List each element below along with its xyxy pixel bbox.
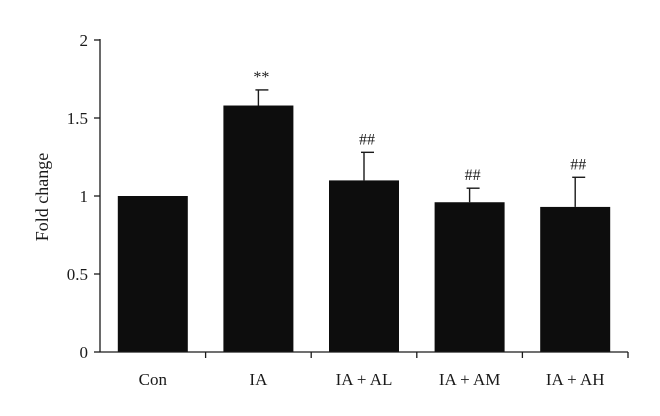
bar [117,196,188,352]
x-tick-labels: Con IA IA + AL IA + AM IA + AH [139,352,629,389]
y-tick-label: 0 [80,343,89,362]
bar [223,105,294,353]
x-tick-label: IA + AL [336,370,393,389]
y-tick-label: 1 [80,187,89,206]
significance-label: ## [570,156,586,173]
significance-label: ## [359,131,375,148]
y-tick-label: 1.5 [67,109,88,128]
y-axis-label: Fold change [32,153,52,241]
y-tick-label: 0.5 [67,265,88,284]
x-tick-label: IA + AH [546,370,605,389]
bar [329,180,399,352]
y-tick-label: 2 [80,31,89,50]
y-ticks: 0 0.5 1 1.5 2 [67,31,100,362]
x-tick-label: Con [139,370,168,389]
x-tick-label: IA + AM [439,370,501,389]
x-tick-label: IA [249,370,268,389]
significance-label: ** [253,69,269,86]
bars: ** ## ## ## [117,69,611,353]
bar [434,202,505,352]
bar [540,206,611,352]
significance-label: ## [465,167,481,184]
